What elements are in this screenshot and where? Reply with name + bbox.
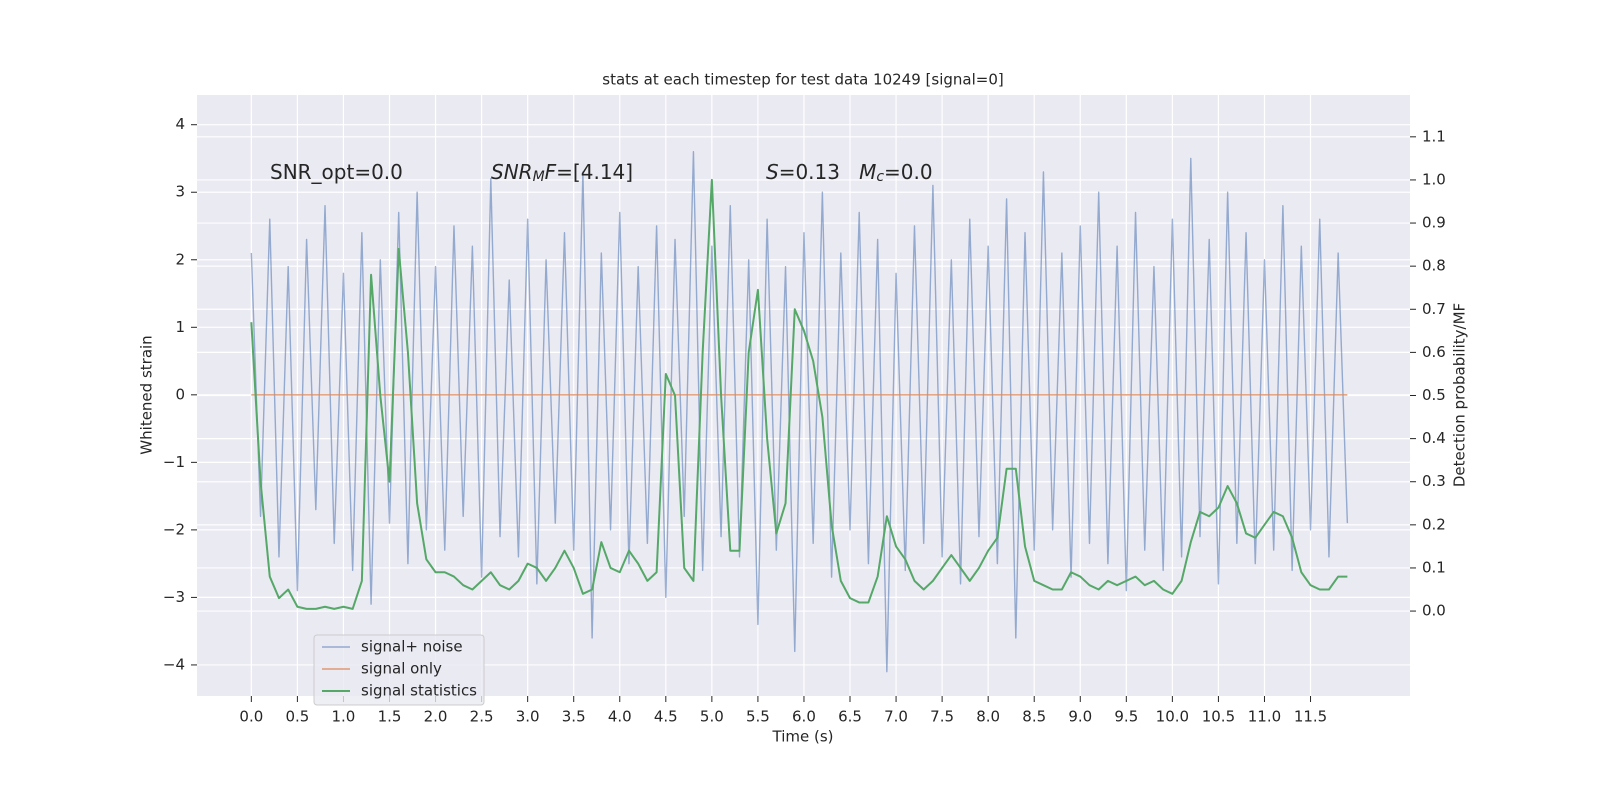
annotation-part: =0.13 [779, 160, 859, 184]
x-tick-label: 1.5 [378, 708, 402, 726]
y2-tick-label: 0.5 [1422, 386, 1446, 404]
annotation: SNRMF=[4.14] [491, 160, 633, 186]
x-tick-label: 8.5 [1022, 708, 1046, 726]
x-axis-label: Time (s) [772, 728, 834, 746]
y-tick-label: 0 [175, 385, 185, 403]
x-tick-label: 6.0 [792, 708, 816, 726]
x-tick-label: 7.0 [884, 708, 908, 726]
annotation-part: SNR [491, 160, 533, 184]
y2-tick-label: 0.1 [1422, 558, 1446, 576]
y-tick-label: 4 [175, 115, 185, 133]
legend-box [313, 634, 485, 706]
x-tick-label: 2.5 [470, 708, 494, 726]
y2-tick-label: 1.0 [1422, 170, 1446, 188]
y-tick-label: 2 [175, 250, 185, 268]
x-tick-label: 5.5 [746, 708, 770, 726]
y2-tick-label: 0.9 [1422, 214, 1446, 232]
annotation-part: S [766, 160, 779, 184]
x-tick-label: 0.0 [239, 708, 263, 726]
legend-label: signal statistics [361, 682, 477, 700]
x-tick-label: 4.5 [654, 708, 678, 726]
y-tick-label: −3 [163, 588, 185, 606]
y2-tick-label: 1.1 [1422, 127, 1446, 145]
y-tick-label: 3 [175, 183, 185, 201]
y2-tick-label: 0.6 [1422, 343, 1446, 361]
annotation-part: =0.0 [884, 160, 933, 184]
x-tick-label: 9.5 [1114, 708, 1138, 726]
y2-tick-label: 0.2 [1422, 515, 1446, 533]
annotation-part: SNR_opt=0.0 [270, 160, 403, 184]
x-tick-label: 9.0 [1068, 708, 1092, 726]
y2-tick-label: 0.4 [1422, 429, 1446, 447]
legend-label: signal only [361, 660, 442, 678]
x-tick-label: 11.0 [1248, 708, 1281, 726]
chart-title: stats at each timestep for test data 102… [602, 71, 1003, 89]
annotation-part: F [545, 160, 557, 184]
x-tick-label: 2.0 [424, 708, 448, 726]
legend: signal+ noise signal only signal statistic… [313, 634, 485, 706]
x-tick-label: 5.0 [700, 708, 724, 726]
x-tick-label: 4.0 [608, 708, 632, 726]
series-line [250, 178, 1348, 610]
annotation-part: M [859, 160, 876, 184]
y-tick-label: −4 [163, 655, 185, 673]
y2-axis-label: Detection probability/MF [1451, 303, 1469, 487]
annotation: SNR_opt=0.0 [270, 160, 403, 184]
y-tick-label: −1 [163, 453, 185, 471]
x-tick-label: 1.0 [332, 708, 356, 726]
x-tick-label: 0.5 [285, 708, 309, 726]
y2-tick-label: 0.8 [1422, 257, 1446, 275]
y2-tick-label: 0.0 [1422, 602, 1446, 620]
y-axis-label: Whitened strain [138, 335, 156, 454]
annotation-part: c [876, 169, 884, 185]
y-tick-label: −2 [163, 520, 185, 538]
x-tick-label: 11.5 [1294, 708, 1327, 726]
annotation-part: M [533, 169, 545, 185]
series-line [250, 151, 1349, 673]
x-tick-label: 6.5 [838, 708, 862, 726]
y-tick-label: 1 [175, 318, 185, 336]
x-tick-label: 3.5 [562, 708, 586, 726]
x-tick-label: 10.0 [1156, 708, 1189, 726]
x-tick-label: 3.0 [516, 708, 540, 726]
x-tick-label: 8.0 [976, 708, 1000, 726]
x-tick-label: 7.5 [930, 708, 954, 726]
y2-tick-label: 0.7 [1422, 300, 1446, 318]
annotation-part: =[4.14] [556, 160, 633, 184]
legend-label: signal+ noise [361, 638, 463, 656]
x-tick-label: 10.5 [1202, 708, 1235, 726]
y2-tick-label: 0.3 [1422, 472, 1446, 490]
annotation: S=0.13 Mc=0.0 [766, 160, 933, 186]
